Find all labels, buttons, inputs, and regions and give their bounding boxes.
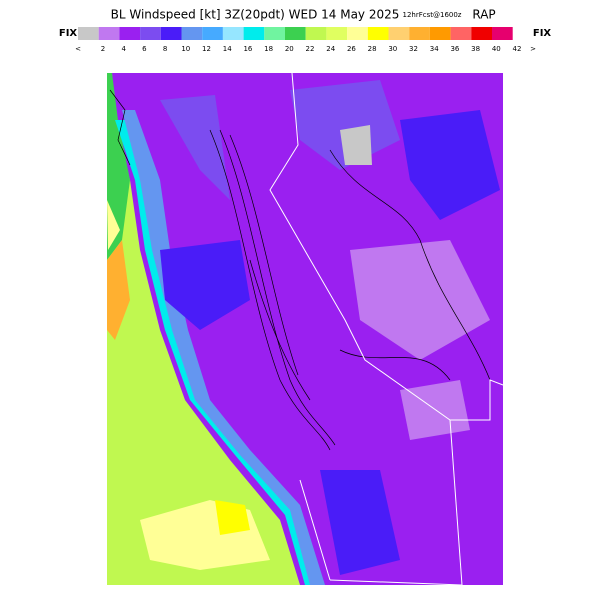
color-swatch [409,27,430,40]
color-swatch [264,27,285,40]
colorbar-label: 32 [409,45,418,53]
color-swatch [78,27,99,40]
colorbar-label: 8 [163,45,167,53]
colorbar-label: 40 [492,45,501,53]
color-swatch [98,27,120,40]
color-swatch [492,27,513,40]
colorbar-label: 18 [264,45,273,53]
colorbar-label: 30 [388,45,397,53]
colorbar: <2 4 6 8 10 12 14 16 18 20 22 24 26 28 30 32 34 36 38 40 42 > [75,27,536,53]
colorbar-label: 14 [223,45,232,53]
color-swatch [285,27,306,40]
color-swatch [119,27,141,40]
map [107,72,504,586]
colorbar-label: 36 [450,45,459,53]
color-swatch [367,27,389,40]
color-swatch [222,27,244,40]
colorbar-label: > [530,45,536,53]
color-swatch [347,27,368,40]
colorbar-label: 20 [285,45,294,53]
colorbar-label: 6 [142,45,147,53]
colorbar-label: 4 [121,45,126,53]
colorbar-label: 38 [471,45,480,53]
color-swatch [160,27,182,40]
colorbar-label: 34 [430,45,439,53]
colorbar-label: 16 [243,45,252,53]
color-swatch [429,27,451,40]
color-swatch [471,27,492,40]
colorbar-label: 42 [513,45,522,53]
color-swatch [450,27,472,40]
color-swatch [388,27,410,40]
colorbar-label: < [75,45,81,53]
color-swatch [140,27,161,40]
color-swatch [243,27,265,40]
colorbar-label: 24 [326,45,335,53]
model-label: RAP [472,8,495,22]
forecast-label: 12hrFcst@1600z [403,11,462,19]
legend-left-label: FIX [59,28,78,39]
colorbar-label: 12 [202,45,211,53]
title: BL Windspeed [kt] 3Z(20pdt) WED 14 May 2… [111,8,400,22]
colorbar-label: 10 [181,45,190,53]
colorbar-label: 22 [306,45,315,53]
color-swatch [181,27,203,40]
color-swatch [202,27,223,40]
colorbar-label: 28 [368,45,377,53]
colorbar-label: 2 [101,45,105,53]
legend-right-label: FIX [533,28,552,39]
colorbar-label: 26 [347,45,356,53]
color-swatch [326,27,348,40]
color-swatch [305,27,327,40]
